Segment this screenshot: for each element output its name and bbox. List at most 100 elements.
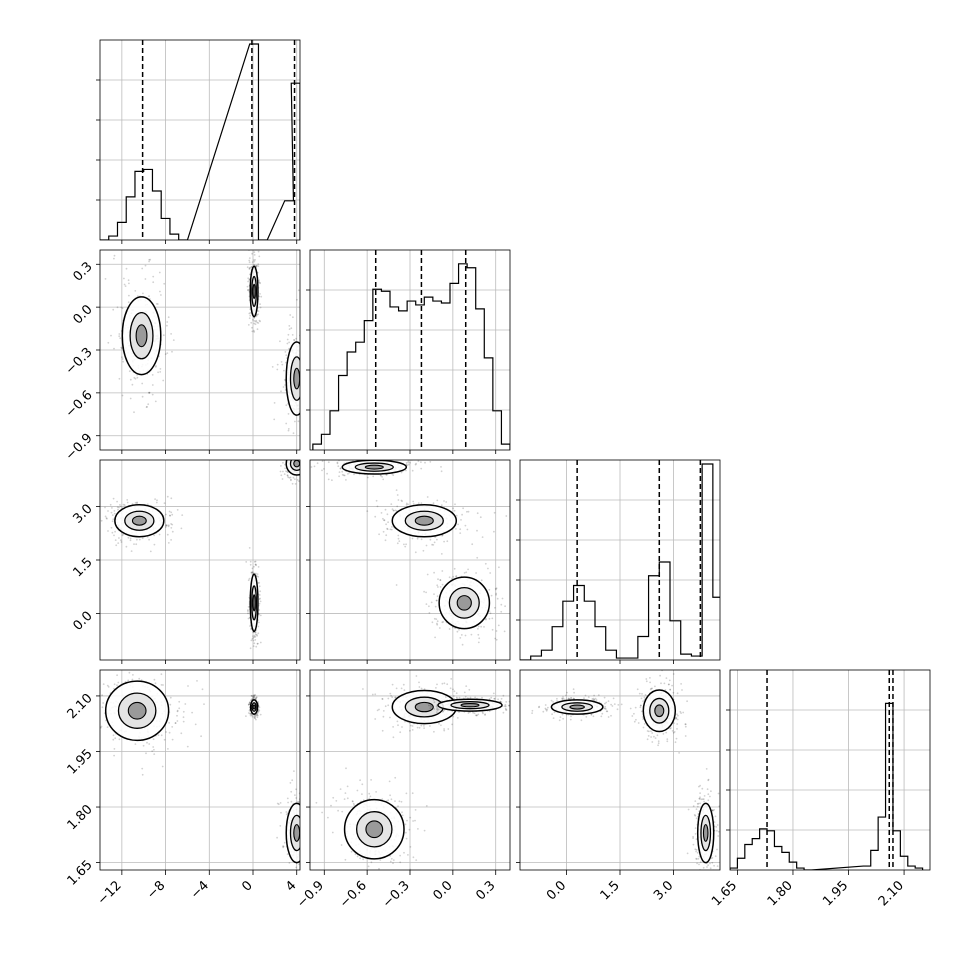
scatter-point bbox=[149, 259, 151, 261]
scatter-point bbox=[675, 741, 677, 743]
scatter-point bbox=[498, 566, 500, 568]
scatter-point bbox=[272, 366, 274, 368]
scatter-point bbox=[570, 715, 572, 717]
scatter-point bbox=[122, 535, 124, 537]
scatter-point bbox=[302, 332, 304, 334]
scatter-point bbox=[280, 465, 282, 467]
scatter-point bbox=[196, 680, 198, 682]
scatter-point bbox=[288, 453, 290, 455]
scatter-point bbox=[368, 793, 370, 795]
scatter-point bbox=[142, 774, 144, 776]
scatter-point bbox=[172, 739, 174, 741]
scatter-point bbox=[285, 446, 287, 448]
scatter-point bbox=[483, 626, 485, 628]
scatter-point bbox=[338, 475, 340, 477]
scatter-point bbox=[496, 639, 498, 641]
scatter-point bbox=[426, 805, 428, 807]
scatter-point bbox=[711, 862, 713, 864]
scatter-point bbox=[412, 470, 414, 472]
scatter-point bbox=[303, 475, 305, 477]
scatter-point bbox=[285, 354, 287, 356]
scatter-point bbox=[256, 265, 258, 267]
scatter-point bbox=[565, 695, 567, 697]
scatter-point bbox=[441, 504, 443, 506]
x-tick-label: 4 bbox=[283, 878, 299, 894]
scatter-point bbox=[291, 450, 293, 452]
joint-panel-1-3 bbox=[310, 653, 531, 902]
scatter-point bbox=[302, 473, 304, 475]
scatter-point bbox=[146, 406, 148, 408]
histogram-step bbox=[313, 264, 510, 450]
scatter-point bbox=[102, 702, 104, 704]
scatter-point bbox=[295, 788, 297, 790]
scatter-point bbox=[698, 798, 700, 800]
scatter-point bbox=[284, 467, 286, 469]
scatter-point bbox=[245, 715, 247, 717]
scatter-point bbox=[146, 649, 148, 651]
scatter-point bbox=[282, 478, 284, 480]
scatter-point bbox=[477, 512, 479, 514]
scatter-point bbox=[161, 673, 163, 675]
scatter-point bbox=[302, 362, 304, 364]
scatter-point bbox=[178, 707, 180, 709]
scatter-point bbox=[301, 393, 303, 395]
joint-panel-0-1 bbox=[100, 243, 314, 450]
scatter-point bbox=[387, 521, 389, 523]
scatter-point bbox=[518, 706, 520, 708]
scatter-point bbox=[710, 867, 712, 869]
scatter-point bbox=[640, 705, 642, 707]
scatter-point bbox=[301, 389, 303, 391]
scatter-point bbox=[495, 593, 497, 595]
scatter-point bbox=[433, 572, 435, 574]
scatter-point bbox=[379, 859, 381, 861]
scatter-point bbox=[169, 732, 171, 734]
scatter-point bbox=[108, 686, 110, 688]
scatter-point bbox=[464, 572, 466, 574]
scatter-point bbox=[305, 463, 307, 465]
scatter-point bbox=[203, 703, 205, 705]
scatter-point bbox=[255, 634, 257, 636]
scatter-point bbox=[277, 874, 279, 876]
scatter-point bbox=[304, 832, 306, 834]
scatter-point bbox=[673, 732, 675, 734]
scatter-point bbox=[259, 293, 261, 295]
scatter-point bbox=[290, 477, 292, 479]
scatter-point bbox=[154, 679, 156, 681]
scatter-point bbox=[288, 342, 290, 344]
scatter-point bbox=[505, 515, 507, 517]
contour-inner bbox=[132, 516, 146, 525]
scatter-point bbox=[505, 701, 507, 703]
scatter-point bbox=[357, 856, 359, 858]
scatter-point bbox=[419, 686, 421, 688]
scatter-point bbox=[284, 473, 286, 475]
scatter-point bbox=[295, 455, 297, 457]
scatter-point bbox=[250, 322, 252, 324]
scatter-point bbox=[171, 514, 173, 516]
scatter-point bbox=[301, 465, 303, 467]
scatter-point bbox=[302, 470, 304, 472]
scatter-point bbox=[95, 509, 97, 511]
scatter-point bbox=[298, 456, 300, 458]
scatter-point bbox=[135, 502, 137, 504]
scatter-point bbox=[303, 835, 305, 837]
scatter-point bbox=[679, 711, 681, 713]
scatter-point bbox=[428, 705, 430, 707]
scatter-point bbox=[706, 866, 708, 868]
scatter-point bbox=[153, 749, 155, 751]
scatter-point bbox=[145, 752, 147, 754]
scatter-point bbox=[257, 263, 259, 265]
scatter-point bbox=[654, 686, 656, 688]
scatter-point bbox=[413, 503, 415, 505]
scatter-point bbox=[659, 675, 661, 677]
scatter-point bbox=[300, 451, 302, 453]
scatter-point bbox=[392, 684, 394, 686]
scatter-point bbox=[159, 291, 161, 293]
scatter-point bbox=[408, 464, 410, 466]
scatter-point bbox=[280, 457, 282, 459]
scatter-point bbox=[252, 261, 254, 263]
scatter-point bbox=[303, 857, 305, 859]
scatter-point bbox=[183, 716, 185, 718]
scatter-point bbox=[130, 539, 132, 541]
scatter-point bbox=[277, 364, 279, 366]
contour-inner bbox=[253, 595, 255, 611]
